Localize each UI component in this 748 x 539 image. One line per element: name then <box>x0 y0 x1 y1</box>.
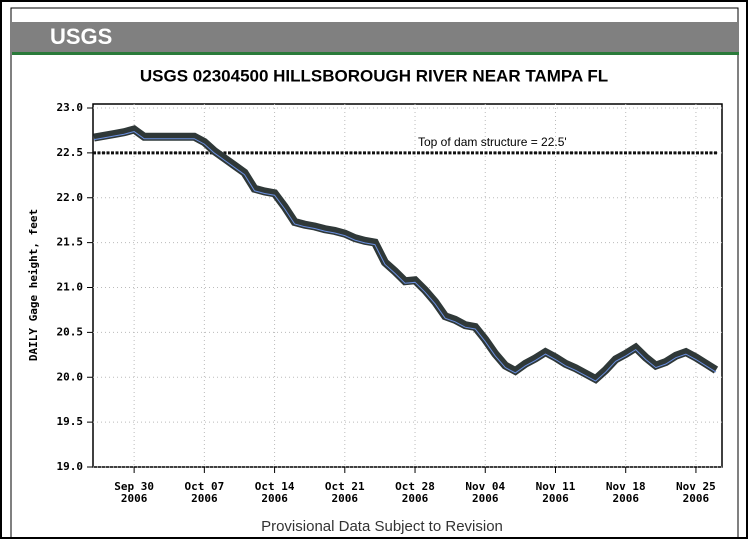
y-tick-label: 23.0 <box>57 101 84 114</box>
y-tick-label: 21.0 <box>57 281 84 294</box>
x-tick-label: Nov 18 2006 <box>606 480 646 505</box>
x-tick-label: Nov 25 2006 <box>676 480 716 505</box>
y-tick-label: 22.0 <box>57 191 84 204</box>
y-tick-label: 19.5 <box>57 415 84 428</box>
header-underline <box>12 52 739 55</box>
x-tick-label: Oct 14 2006 <box>255 480 295 505</box>
y-tick-label: 19.0 <box>57 460 84 473</box>
x-tick-label: Oct 28 2006 <box>395 480 435 505</box>
y-tick-label: 22.5 <box>57 146 84 159</box>
x-tick-label: Sep 30 2006 <box>114 480 154 505</box>
x-tick-label: Nov 11 2006 <box>536 480 576 505</box>
plot-area <box>92 103 723 468</box>
inner-frame <box>10 7 739 539</box>
chart-title: USGS 02304500 HILLSBOROUGH RIVER NEAR TA… <box>140 66 608 85</box>
y-axis-label: DAILY Gage height, feet <box>27 209 40 361</box>
header-title: USGS <box>50 24 112 49</box>
reference-label: Top of dam structure = 22.5' <box>418 135 567 149</box>
x-tick-label: Oct 07 2006 <box>184 480 224 505</box>
x-tick-label: Oct 21 2006 <box>325 480 365 505</box>
y-tick-label: 21.5 <box>57 236 84 249</box>
y-tick-label: 20.0 <box>57 370 84 383</box>
header-bar <box>12 22 739 54</box>
footer-note: Provisional Data Subject to Revision <box>261 518 503 535</box>
x-tick-label: Nov 04 2006 <box>465 480 505 505</box>
y-tick-label: 20.5 <box>57 325 84 338</box>
series-line <box>93 125 719 384</box>
series-line-trace <box>93 130 717 382</box>
